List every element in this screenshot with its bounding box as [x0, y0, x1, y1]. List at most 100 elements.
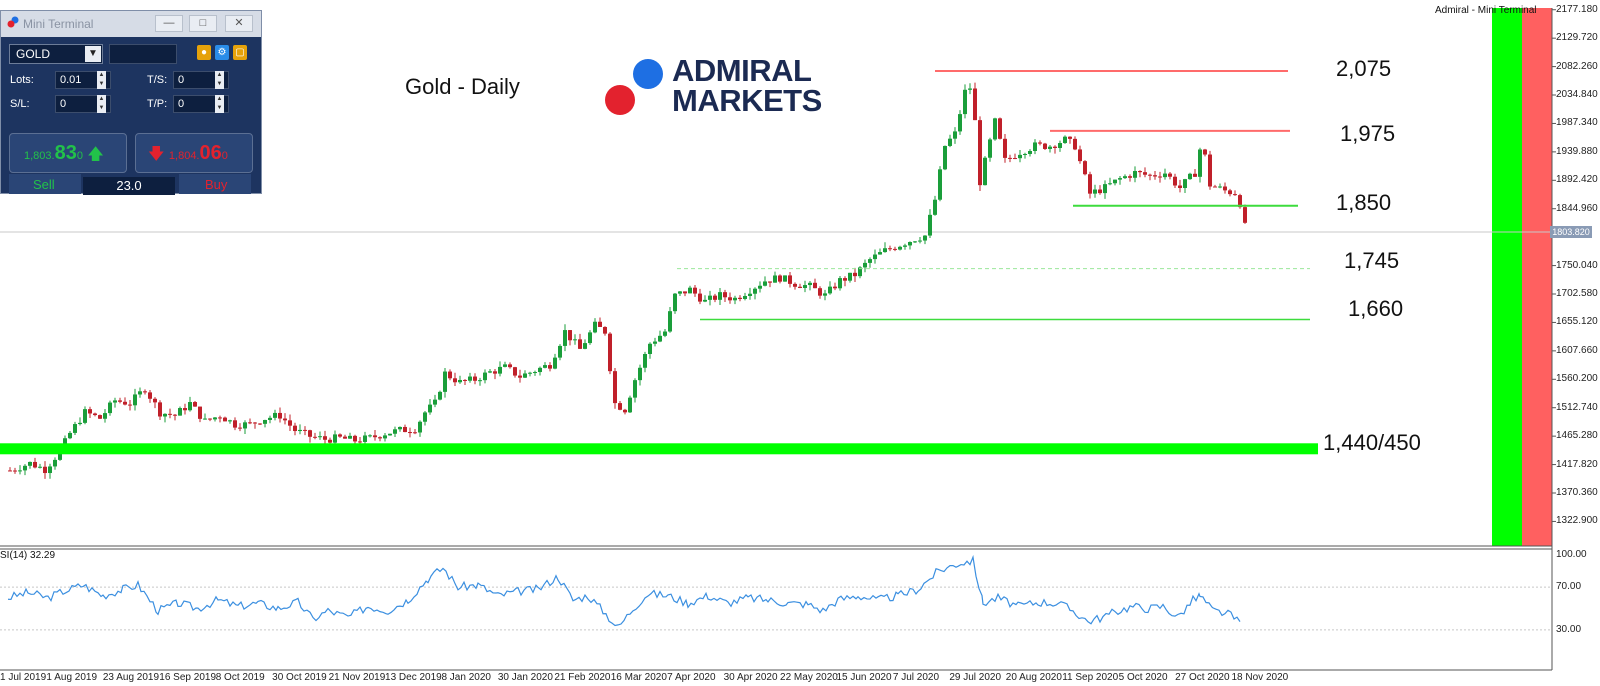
candle-body — [273, 412, 277, 418]
volume-input[interactable]: 23.0 — [83, 177, 175, 195]
rsi-line — [7, 554, 1241, 627]
candle-body — [553, 357, 557, 369]
candle-body — [1203, 149, 1207, 155]
admiral-markets-logo-icon — [605, 59, 663, 115]
maximize-button[interactable]: □ — [189, 15, 217, 32]
gear-icon[interactable]: ⚙ — [215, 45, 229, 60]
candle-body — [323, 436, 327, 440]
candle-body — [988, 139, 992, 158]
candle-body — [853, 272, 857, 277]
candle-body — [1128, 176, 1132, 178]
candle-body — [48, 466, 52, 474]
chevron-down-icon[interactable]: ▼ — [85, 46, 101, 62]
candle-body — [803, 285, 807, 288]
candle-body — [433, 399, 437, 405]
date-tick-label: 21 Feb 2020 — [554, 672, 611, 683]
buy-price-big: 06 — [199, 142, 222, 164]
candle-body — [418, 421, 422, 433]
date-tick-label: 29 Jul 2020 — [949, 672, 1002, 683]
symbol-select[interactable]: GOLD ▼ — [9, 44, 103, 64]
candle-body — [488, 371, 492, 373]
candle-body — [413, 432, 417, 434]
candle-body — [773, 275, 777, 283]
sl-label: S/L: — [10, 98, 30, 110]
expand-icon[interactable]: ▢ — [233, 45, 247, 60]
sl-stepper[interactable]: ▲ ▼ — [97, 95, 106, 113]
candle-body — [198, 406, 202, 419]
red-zone-band — [1522, 8, 1552, 546]
candle-body — [763, 281, 767, 286]
candle-body — [668, 311, 672, 332]
candle-body — [1118, 178, 1122, 180]
candle-body — [93, 413, 97, 416]
candle-body — [163, 413, 167, 417]
minimize-button[interactable]: — — [155, 15, 183, 32]
price-tick-label: 1939.880 — [1556, 145, 1598, 157]
candle-body — [1233, 194, 1237, 196]
candle-body — [153, 398, 157, 403]
candle-body — [253, 422, 257, 424]
candle-body — [148, 392, 152, 399]
candle-body — [463, 379, 467, 381]
buy-button[interactable]: Buy — [179, 174, 251, 194]
mini-terminal-titlebar[interactable]: Mini Terminal — □ ✕ — [1, 11, 261, 37]
level-label-1745: 1,745 — [1344, 248, 1400, 273]
candle-body — [1133, 171, 1137, 178]
candle-body — [983, 157, 987, 186]
candle-body — [268, 417, 272, 420]
candle-body — [233, 420, 237, 428]
candle-body — [1153, 175, 1157, 177]
candle-body — [1018, 154, 1022, 159]
date-tick-label: 16 Mar 2020 — [610, 672, 667, 683]
arrow-up-icon: 🡅 — [87, 146, 104, 163]
candle-body — [1188, 173, 1192, 180]
date-tick-label: 22 May 2020 — [780, 672, 838, 683]
sell-price-small: 1,803. — [24, 150, 55, 162]
buy-price-button[interactable]: 🡇 1,804.060 — [135, 133, 253, 173]
candle-body — [833, 286, 837, 289]
candle-body — [133, 394, 137, 406]
candle-body — [1223, 186, 1227, 191]
candle-body — [78, 422, 82, 425]
rsi-tick-label: 100.00 — [1556, 549, 1587, 560]
candle-body — [513, 367, 517, 376]
candle-body — [783, 275, 787, 282]
candle-body — [718, 292, 722, 300]
chart-title: Gold - Daily — [405, 74, 520, 99]
price-tick-label: 2177.180 — [1556, 3, 1598, 15]
symbol-secondary-field[interactable] — [109, 44, 177, 64]
brand-line2: MARKETS — [672, 83, 822, 118]
candle-body — [518, 375, 522, 378]
candle-body — [913, 241, 917, 243]
close-button[interactable]: ✕ — [225, 15, 253, 32]
candle-body — [388, 433, 392, 436]
candle-body — [708, 295, 712, 300]
tp-stepper[interactable]: ▲ ▼ — [215, 95, 224, 113]
mini-terminal-panel[interactable]: Mini Terminal — □ ✕ GOLD ▼ ● ⚙ ▢ Lots: 0.… — [0, 10, 262, 195]
lots-stepper[interactable]: ▲ ▼ — [97, 71, 106, 89]
candle-body — [703, 299, 707, 302]
price-tick-label: 1987.340 — [1556, 117, 1598, 129]
candle-body — [928, 214, 932, 236]
candle-body — [143, 391, 147, 393]
candle-body — [1023, 153, 1027, 155]
ts-stepper[interactable]: ▲ ▼ — [215, 71, 224, 89]
date-tick-label: 15 Jun 2020 — [836, 672, 892, 683]
date-tick-label: 27 Oct 2020 — [1175, 672, 1230, 683]
candle-body — [818, 288, 822, 296]
candle-body — [28, 461, 32, 466]
sell-button[interactable]: Sell — [9, 174, 81, 194]
candle-body — [863, 262, 867, 268]
link-icon[interactable]: ● — [197, 45, 211, 60]
candle-body — [558, 345, 562, 358]
candle-body — [933, 199, 937, 215]
sell-label: Sell — [33, 177, 55, 192]
sell-price-button[interactable]: 1,803.830 🡅 — [9, 133, 127, 173]
candle-body — [963, 89, 967, 115]
candle-body — [218, 417, 222, 419]
price-tick-label: 1655.120 — [1556, 316, 1598, 328]
candle-body — [1073, 138, 1077, 150]
candle-body — [503, 364, 507, 367]
candle-body — [1008, 157, 1012, 159]
